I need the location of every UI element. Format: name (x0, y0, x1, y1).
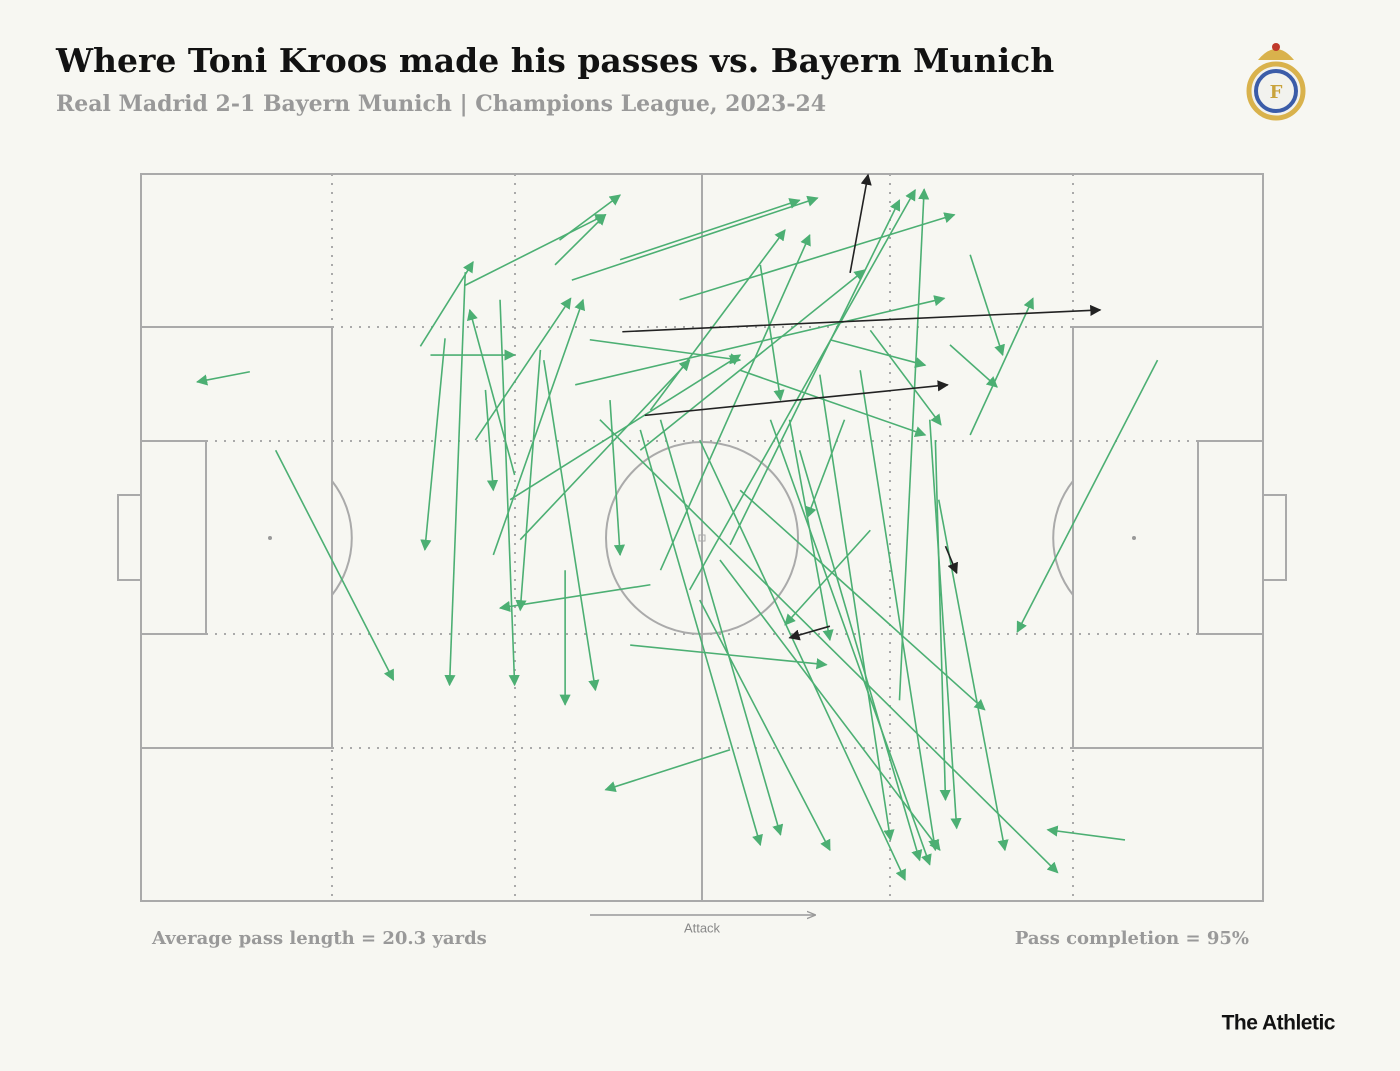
pass (619, 198, 801, 261)
pass (819, 374, 895, 842)
source: The Athletic (1222, 1012, 1336, 1035)
pass (499, 299, 520, 687)
pass (928, 419, 962, 830)
passes (196, 173, 1159, 881)
pass (519, 359, 691, 541)
pass (1016, 359, 1159, 634)
pass (589, 338, 742, 365)
pass (729, 199, 901, 546)
pass (649, 229, 786, 411)
pass (559, 194, 621, 241)
pass (644, 380, 949, 417)
pass (274, 449, 395, 681)
pass (599, 419, 1059, 874)
pass (869, 329, 942, 426)
direction-label: Attack (684, 920, 721, 935)
pass (969, 254, 1005, 357)
pass (739, 369, 927, 437)
pass (759, 264, 785, 402)
pass (509, 354, 742, 501)
pass (492, 298, 586, 556)
pass (719, 559, 941, 852)
pass (849, 173, 872, 274)
chart-subtitle: Real Madrid 2-1 Bayern Munich | Champion… (56, 91, 826, 117)
pass (769, 419, 932, 866)
pass (622, 304, 1102, 333)
pass (679, 212, 956, 301)
pass (934, 440, 951, 802)
pass (788, 419, 834, 642)
pass (444, 272, 467, 687)
pitch (117, 173, 1287, 902)
pass (829, 338, 927, 369)
pass (639, 429, 763, 847)
pass (949, 344, 998, 388)
pass (788, 625, 831, 641)
pass (196, 370, 250, 386)
pass (688, 189, 916, 591)
pass (575, 295, 946, 386)
pass (464, 213, 607, 286)
annotation: Pass completion = 95% (1015, 928, 1249, 949)
pass (604, 749, 731, 793)
pass (944, 545, 958, 575)
pass (659, 419, 784, 836)
pass (515, 349, 542, 612)
pass (739, 489, 986, 711)
club-crest: F (1246, 43, 1306, 121)
pass (571, 195, 819, 281)
pass (474, 297, 572, 441)
pass (969, 297, 1034, 436)
svg-text:F: F (1270, 82, 1283, 103)
pass (1046, 825, 1126, 841)
pass (420, 338, 446, 551)
pass (859, 370, 940, 852)
pass (543, 359, 600, 692)
pass (798, 450, 923, 862)
pass (484, 389, 499, 492)
pass (699, 439, 906, 881)
pass (554, 213, 607, 266)
pass (784, 529, 871, 626)
annotation: Average pass length = 20.3 yards (151, 928, 487, 949)
pass (466, 308, 516, 476)
pass (699, 599, 831, 852)
pass (609, 400, 626, 557)
chart-title: Where Toni Kroos made his passes vs. Bay… (55, 41, 1054, 80)
pass (898, 188, 930, 701)
pass (805, 419, 846, 519)
pass (659, 234, 811, 571)
pass (639, 269, 866, 451)
